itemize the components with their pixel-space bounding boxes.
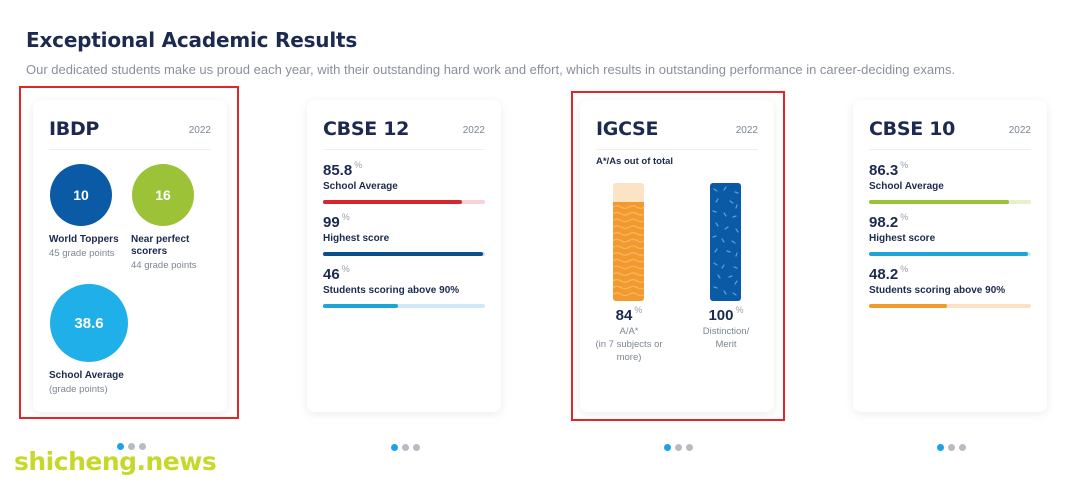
stat-school-average: 86.3% School Average	[869, 160, 1031, 204]
circle-sub: 45 grade points	[49, 248, 115, 259]
stat-value: 48.2%	[869, 264, 909, 283]
tube-distinction	[710, 183, 741, 301]
igcse-label-a: A/A* (in 7 subjects or more)	[595, 326, 663, 363]
stat-value: 86.3%	[869, 160, 909, 179]
carousel-dot[interactable]	[959, 444, 966, 451]
progress-track	[323, 304, 485, 308]
highlight-box-ibdp	[19, 86, 239, 419]
igcse-label-b: Distinction/ Merit	[702, 326, 750, 350]
carousel-dot[interactable]	[686, 444, 693, 451]
stat-above-90: 48.2% Students scoring above 90%	[869, 264, 1031, 308]
circle-value: 16	[155, 187, 171, 203]
igcse-caption: A*/As out of total	[596, 156, 674, 167]
carousel-dot[interactable]	[937, 444, 944, 451]
stat-highest-score: 99% Highest score	[323, 212, 485, 256]
tube-fill	[710, 183, 741, 301]
stat-highest-score: 98.2% Highest score	[869, 212, 1031, 256]
card-header: IBDP 2022	[49, 116, 211, 150]
card-title: IGCSE	[596, 118, 659, 140]
stat-label: School Average	[869, 181, 944, 192]
card-ibdp: IBDP 2022 10 World Toppers 45 grade poin…	[33, 100, 227, 412]
carousel-dot[interactable]	[128, 443, 135, 450]
carousel-dot[interactable]	[664, 444, 671, 451]
stat-label: Highest score	[323, 233, 390, 244]
circle-label: School Average	[49, 370, 124, 381]
tube-fill	[613, 202, 644, 301]
igcse-value-b: 100%	[708, 305, 744, 324]
carousel-dots-cbse10	[937, 444, 966, 451]
carousel-dot[interactable]	[413, 444, 420, 451]
tube-a-astar	[613, 183, 644, 301]
progress-fill	[869, 304, 948, 308]
section-subtitle: Our dedicated students make us proud eac…	[26, 62, 956, 77]
progress-track	[323, 252, 485, 256]
stat-label: Highest score	[869, 233, 936, 244]
progress-fill	[323, 200, 462, 204]
card-cbse12: CBSE 12 2022 85.8% School Average 99% Hi…	[307, 100, 501, 412]
section-title: Exceptional Academic Results	[26, 28, 358, 52]
progress-fill	[323, 304, 398, 308]
stat-value: 85.8%	[323, 160, 363, 179]
stat-value: 46%	[323, 264, 350, 283]
card-year: 2022	[462, 125, 485, 136]
carousel-dot[interactable]	[139, 443, 146, 450]
watermark: shicheng.news	[14, 447, 217, 476]
circle-sub: 44 grade points	[131, 260, 197, 271]
carousel-dot[interactable]	[948, 444, 955, 451]
stat-above-90: 46% Students scoring above 90%	[323, 264, 485, 308]
circle-label: Near perfect scorers	[131, 234, 190, 257]
card-title: IBDP	[49, 118, 100, 140]
card-header: CBSE 10 2022	[869, 116, 1031, 150]
stat-school-average: 85.8% School Average	[323, 160, 485, 204]
card-title: CBSE 10	[869, 118, 956, 140]
card-cbse10: CBSE 10 2022 86.3% School Average 98.2% …	[853, 100, 1047, 412]
card-year: 2022	[188, 125, 211, 136]
circle-label: World Toppers	[49, 234, 119, 245]
card-header: CBSE 12 2022	[323, 116, 485, 150]
carousel-dots-igcse	[664, 444, 693, 451]
card-year: 2022	[735, 125, 758, 136]
carousel-dot[interactable]	[675, 444, 682, 451]
card-year: 2022	[1008, 125, 1031, 136]
carousel-dots-ibdp	[117, 443, 146, 450]
card-title: CBSE 12	[323, 118, 410, 140]
progress-track	[869, 200, 1031, 204]
card-header: IGCSE 2022	[596, 116, 758, 150]
near-perfect-circle: 16	[132, 164, 194, 226]
carousel-dots-cbse12	[391, 444, 420, 451]
progress-fill	[869, 200, 1009, 204]
world-toppers-circle: 10	[50, 164, 112, 226]
progress-fill	[323, 252, 484, 256]
card-igcse: IGCSE 2022 A*/As out of total	[580, 100, 774, 412]
highlight-box-igcse	[571, 91, 785, 421]
igcse-value-a: 84%	[615, 305, 643, 324]
stat-label: Students scoring above 90%	[323, 285, 460, 296]
progress-fill	[869, 252, 1029, 256]
stat-value: 99%	[323, 212, 350, 231]
progress-track	[869, 252, 1031, 256]
progress-track	[323, 200, 485, 204]
school-average-circle: 38.6	[50, 284, 128, 362]
circle-sub: (grade points)	[49, 384, 108, 395]
circle-value: 10	[73, 187, 89, 203]
stat-label: School Average	[323, 181, 398, 192]
progress-track	[869, 304, 1031, 308]
carousel-dot[interactable]	[402, 444, 409, 451]
circle-value: 38.6	[74, 314, 104, 332]
carousel-dot[interactable]	[117, 443, 124, 450]
stat-label: Students scoring above 90%	[869, 285, 1006, 296]
carousel-dot[interactable]	[391, 444, 398, 451]
stat-value: 98.2%	[869, 212, 909, 231]
